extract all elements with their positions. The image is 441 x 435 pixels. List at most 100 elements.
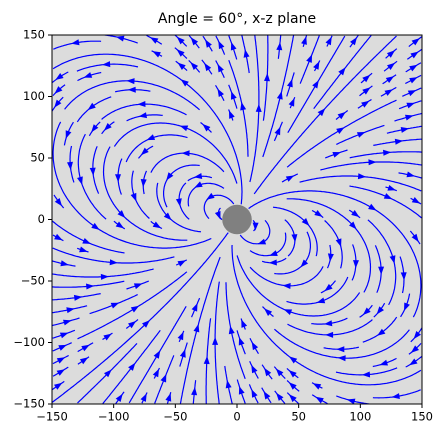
stream-arrow [409, 77, 418, 84]
stream-arrow [383, 193, 393, 200]
stream-arrow [71, 39, 80, 46]
stream-arrow [276, 91, 283, 100]
stream-arrow [229, 110, 235, 119]
stream-arrow [335, 238, 342, 247]
stream-arrow [191, 303, 198, 312]
stream-arrow [282, 283, 291, 289]
stream-arrow [362, 74, 371, 83]
stream-arrow [391, 393, 400, 399]
stream-arrow [405, 114, 414, 121]
stream-arrow [150, 37, 159, 44]
stream-arrow [190, 37, 199, 46]
stream-arrow [204, 62, 212, 72]
stream-arrow [230, 42, 237, 51]
stream-arrow [126, 78, 135, 85]
stream-arrow [406, 171, 415, 178]
stream-arrow [205, 39, 212, 48]
stream-arrow [288, 98, 295, 107]
x-tick-label: −100 [98, 410, 130, 424]
streamlines [52, 35, 422, 404]
stream-arrow [301, 218, 310, 226]
stream-arrow [413, 331, 421, 340]
stream-arrow [104, 369, 112, 378]
stream-arrow [276, 392, 284, 401]
stream-arrow [394, 138, 404, 145]
stream-arrow [133, 283, 143, 290]
stream-arrow [404, 302, 410, 311]
stream-arrow [269, 250, 278, 256]
stream-arrow [283, 309, 293, 315]
stream-arrow [387, 62, 396, 70]
stream-arrow [166, 172, 174, 181]
y-tick-label: 0 [38, 212, 45, 226]
stream-arrow [406, 102, 415, 109]
stream-arrow [288, 370, 297, 378]
stream-arrow [275, 368, 284, 377]
stream-arrow [206, 192, 215, 200]
stream-arrow [54, 382, 63, 390]
x-tick-label: 100 [349, 410, 371, 424]
stream-arrow [81, 344, 90, 352]
stream-arrow [179, 349, 186, 358]
stream-arrow [291, 234, 298, 243]
stream-arrow [130, 305, 140, 313]
stream-arrow [255, 103, 262, 112]
stream-arrow [102, 61, 111, 68]
stream-arrow [140, 147, 149, 156]
stream-arrow [411, 233, 419, 242]
stream-arrow [153, 350, 161, 359]
stream-arrow [79, 246, 88, 253]
stream-arrow [337, 355, 346, 362]
stream-arrow [225, 380, 232, 389]
stream-arrow [257, 238, 267, 245]
stream-arrow [385, 76, 395, 83]
stream-arrow [54, 86, 63, 94]
stream-arrow [152, 51, 161, 58]
stream-arrow [379, 359, 388, 366]
stream-arrow [128, 321, 137, 329]
stream-arrow [317, 108, 326, 117]
stream-arrow [268, 259, 277, 266]
stream-arrow [336, 346, 345, 353]
stream-arrow [67, 161, 73, 171]
stream-arrow [361, 371, 371, 378]
stream-arrow [82, 238, 91, 244]
stream-arrow [313, 61, 320, 70]
stream-arrow [400, 127, 410, 133]
stream-arrow [100, 273, 109, 280]
y-tick-label: 150 [23, 28, 45, 42]
stream-arrow [384, 89, 393, 96]
stream-arrow [383, 149, 392, 156]
stream-arrow [193, 173, 203, 179]
stream-arrow [180, 79, 189, 87]
stream-arrow [264, 367, 272, 377]
y-tick-label: −50 [21, 274, 45, 288]
stream-arrow [177, 62, 186, 70]
stream-arrow [83, 72, 93, 78]
stream-arrow [324, 283, 333, 292]
stream-arrow [289, 356, 298, 364]
x-tick-label: 0 [233, 410, 240, 424]
stream-arrow [252, 222, 259, 231]
stream-arrow [63, 319, 72, 326]
stream-arrow [243, 49, 250, 58]
stream-arrow [315, 396, 324, 404]
stream-arrow [337, 111, 346, 120]
stream-arrow [130, 192, 137, 202]
stream-arrow [241, 319, 248, 328]
stream-arrow [251, 389, 258, 398]
stream-arrow [115, 35, 125, 42]
stream-arrow [288, 394, 297, 403]
stream-arrow [179, 125, 189, 132]
stream-arrow [386, 50, 395, 58]
stream-arrow [177, 331, 184, 341]
x-tick-label: 150 [411, 410, 433, 424]
stream-arrow [356, 132, 366, 138]
stream-arrow [301, 36, 307, 45]
stream-arrow [115, 221, 124, 229]
stream-arrow [117, 210, 126, 218]
stream-arrow [251, 341, 259, 351]
stream-arrow [142, 320, 150, 328]
stream-arrow [312, 383, 322, 390]
stream-arrow [314, 210, 323, 217]
